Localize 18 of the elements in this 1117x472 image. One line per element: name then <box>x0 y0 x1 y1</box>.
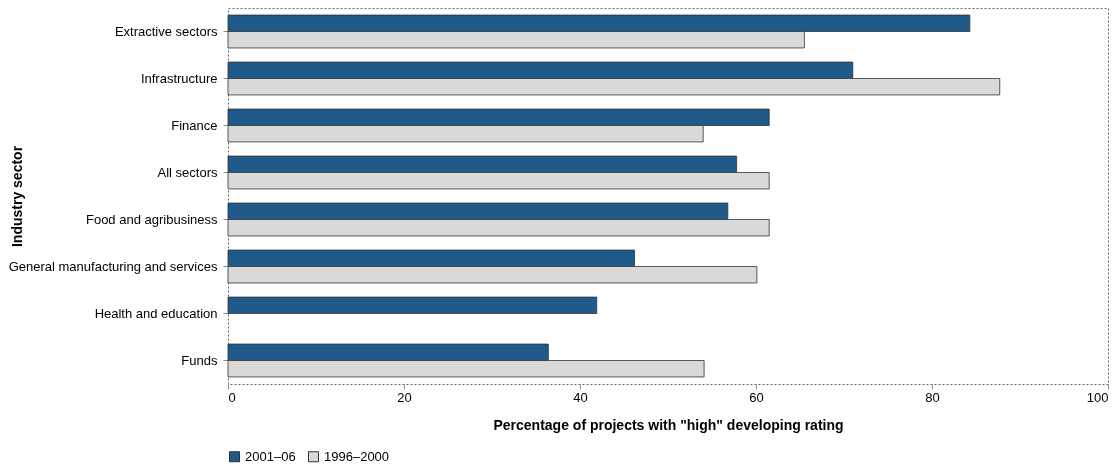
x-tick-label: 20 <box>397 389 412 405</box>
x-tick-label: 100 <box>1086 389 1109 405</box>
y-tick-label: Extractive sectors <box>114 23 218 39</box>
y-tick-label: Food and agribusiness <box>85 211 218 227</box>
y-tick-label: Infrastructure <box>140 70 218 86</box>
x-axis-title: Percentage of projects with "high" developing rating <box>493 416 844 433</box>
x-tick-label: 0 <box>228 389 236 405</box>
legend-label: 2001–06 <box>245 448 296 464</box>
y-tick-label: Finance <box>171 117 218 133</box>
legend-label: 1996–2000 <box>324 448 390 464</box>
y-tick-label: Health and education <box>94 305 218 321</box>
y-axis-title: Industry sector <box>8 145 25 248</box>
y-tick-label: General manufacturing and services <box>8 258 218 274</box>
y-tick-label: All sectors <box>157 164 218 180</box>
x-tick-label: 60 <box>749 389 764 405</box>
y-tick-label: Funds <box>181 352 218 368</box>
x-tick-label: 80 <box>925 389 940 405</box>
x-tick-label: 40 <box>573 389 588 405</box>
